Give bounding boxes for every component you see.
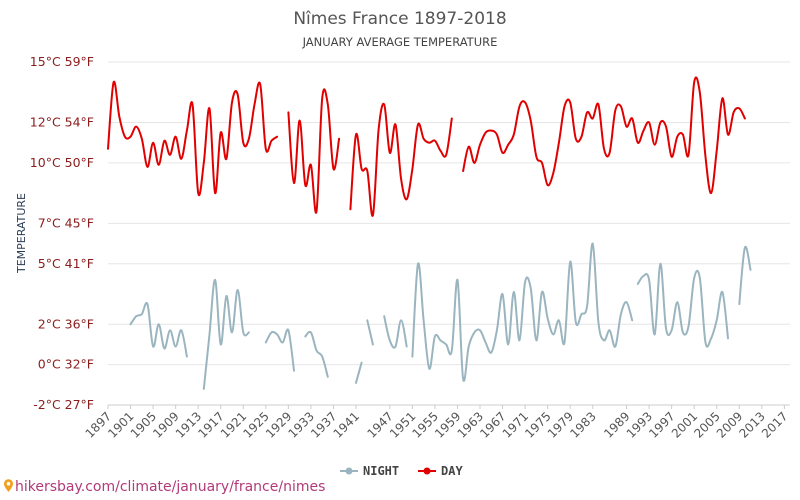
series-day [107,76,746,217]
y-tick-label: 10°C 50°F [30,155,94,170]
chart-subtitle: JANUARY AVERAGE TEMPERATURE [302,35,498,49]
legend-marker [345,467,353,475]
y-tick-label: 5°C 41°F [38,256,94,271]
series-line-night [202,278,250,390]
x-axis-ticks: 1897190119051909191319171921192519291933… [83,404,790,441]
footer-text: hikersbay.com/climate/january/france/nim… [15,479,326,495]
series-line-day [107,80,279,197]
y-tick-label: -2°C 27°F [33,397,94,412]
legend-item-day[interactable]: DAY [418,464,463,478]
footer-link[interactable]: hikersbay.com/climate/january/france/nim… [4,479,325,495]
legend-marker [423,467,431,475]
series-line-night [366,319,374,346]
grid-lines [108,61,790,406]
y-tick-label: 15°C 59°F [30,54,94,69]
series-line-night [738,245,752,306]
legend-label: DAY [441,464,463,478]
series-line-night [383,315,408,349]
map-pin-icon [4,479,13,492]
series-line-day [462,76,746,195]
chart-title: Nîmes France 1897-2018 [293,9,506,29]
x-tick-label: 1941 [331,409,362,440]
series-lines [107,76,752,390]
series-night [129,242,752,390]
series-line-night [355,361,363,384]
series-line-night [411,242,634,382]
y-tick-label: 12°C 54°F [30,115,94,130]
series-line-night [636,262,729,348]
series-line-day [349,102,453,217]
y-tick-label: 7°C 45°F [38,215,94,230]
legend-label: NIGHT [363,464,399,478]
y-tick-label: 0°C 32°F [38,357,94,372]
y-axis-label: TEMPERATURE [15,193,28,274]
series-line-day [287,88,341,214]
series-line-night [304,330,329,378]
x-tick-label: 2017 [759,409,790,440]
legend[interactable]: NIGHT DAY [340,464,463,478]
series-line-night [129,301,188,358]
y-axis-ticks: 15°C 59°F 12°C 54°F 10°C 50°F 7°C 45°F 5°C 4… [30,54,94,412]
y-tick-label: 2°C 36°F [38,316,94,331]
x-tick-label: 1983 [567,409,598,440]
legend-item-night[interactable]: NIGHT [340,464,399,478]
series-line-night [264,328,295,372]
